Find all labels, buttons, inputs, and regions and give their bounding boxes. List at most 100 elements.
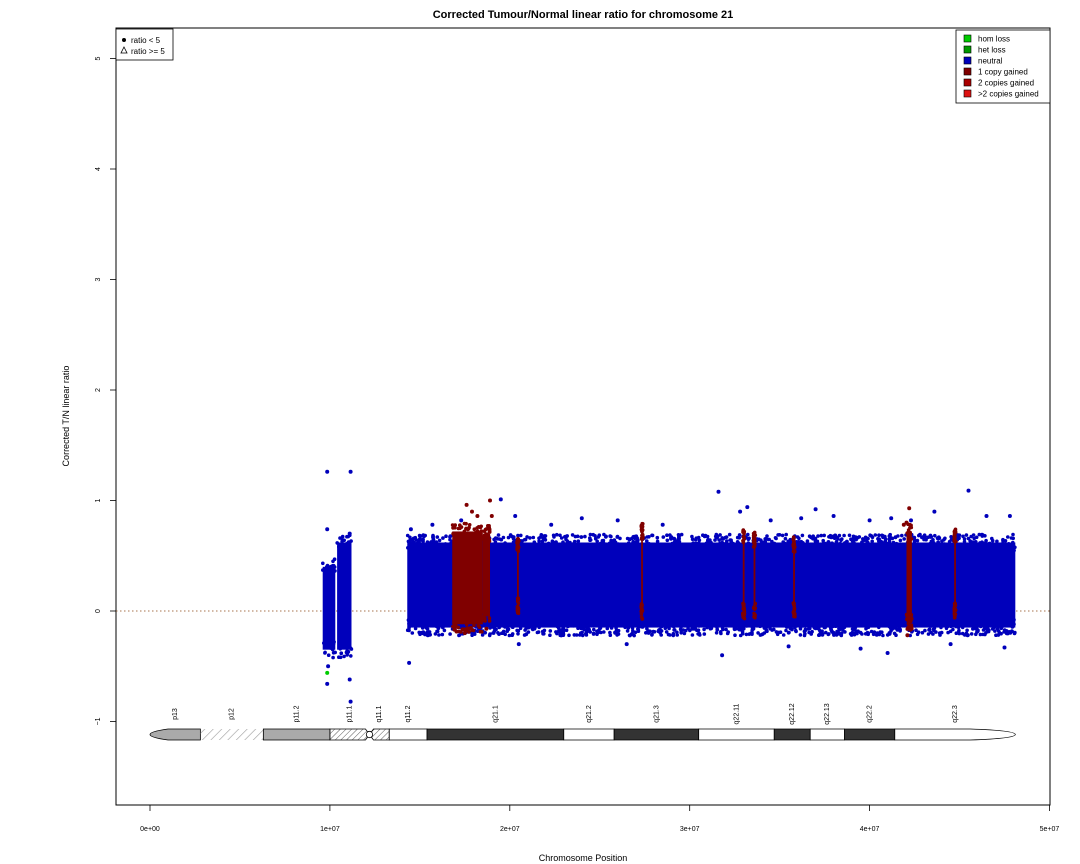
data-point bbox=[692, 544, 697, 549]
data-point bbox=[780, 623, 785, 627]
data-point bbox=[498, 497, 503, 502]
data-point bbox=[738, 509, 743, 514]
data-point bbox=[637, 625, 641, 629]
data-point bbox=[478, 532, 482, 537]
data-point bbox=[806, 627, 811, 631]
data-point bbox=[428, 617, 433, 622]
data-point bbox=[812, 622, 816, 626]
data-point bbox=[898, 538, 903, 543]
data-point bbox=[784, 628, 788, 633]
data-point bbox=[624, 543, 629, 548]
data-point bbox=[919, 547, 923, 552]
data-point bbox=[839, 633, 844, 638]
data-point bbox=[759, 538, 763, 542]
data-point bbox=[946, 548, 950, 553]
data-point bbox=[709, 540, 713, 545]
data-point bbox=[795, 535, 800, 539]
data-point bbox=[570, 533, 575, 537]
data-point bbox=[555, 631, 559, 636]
data-point bbox=[825, 619, 830, 624]
data-point bbox=[798, 626, 803, 631]
data-point bbox=[657, 624, 662, 628]
ideogram-band bbox=[563, 728, 615, 741]
data-point bbox=[996, 633, 1000, 637]
data-point bbox=[735, 546, 739, 551]
data-point bbox=[703, 542, 708, 546]
data-point bbox=[884, 544, 888, 549]
data-point bbox=[893, 535, 898, 539]
dense-region bbox=[742, 535, 745, 611]
data-point bbox=[349, 654, 353, 658]
data-point bbox=[487, 633, 492, 638]
data-point bbox=[346, 543, 350, 547]
data-point bbox=[630, 536, 634, 541]
data-point bbox=[1000, 542, 1004, 546]
x-tick-label: 0e+00 bbox=[140, 826, 160, 833]
data-point bbox=[1010, 625, 1015, 629]
data-point bbox=[735, 544, 740, 548]
data-point bbox=[672, 619, 677, 624]
data-point bbox=[340, 539, 344, 544]
data-point bbox=[830, 547, 834, 551]
data-point bbox=[870, 535, 875, 540]
x-tick-label: 5e+07 bbox=[1040, 826, 1060, 833]
data-point bbox=[442, 628, 447, 633]
data-point bbox=[843, 541, 847, 545]
legend-label: het loss bbox=[978, 46, 1006, 55]
data-point bbox=[464, 502, 469, 507]
data-point bbox=[786, 644, 791, 649]
data-point bbox=[937, 631, 942, 635]
data-point bbox=[572, 539, 577, 544]
data-point bbox=[860, 632, 864, 636]
data-point bbox=[741, 603, 746, 607]
data-point bbox=[873, 621, 878, 626]
data-point bbox=[324, 569, 328, 574]
data-point bbox=[697, 631, 702, 636]
data-point bbox=[679, 542, 683, 547]
data-point bbox=[777, 547, 781, 551]
data-point bbox=[985, 622, 989, 627]
data-point bbox=[957, 533, 962, 537]
data-point bbox=[665, 624, 670, 628]
data-point bbox=[918, 532, 922, 537]
data-point bbox=[961, 545, 965, 550]
band-label: q22.3 bbox=[952, 705, 959, 723]
data-point bbox=[515, 619, 519, 624]
data-point bbox=[690, 633, 695, 637]
data-point bbox=[618, 617, 622, 622]
data-point bbox=[528, 536, 532, 540]
data-point bbox=[516, 548, 520, 552]
y-tick-label: 2 bbox=[95, 388, 102, 392]
data-point bbox=[884, 619, 889, 623]
data-point bbox=[516, 539, 520, 544]
data-point bbox=[728, 547, 732, 551]
data-point bbox=[484, 626, 489, 631]
data-point bbox=[847, 533, 852, 538]
data-point bbox=[663, 626, 668, 631]
data-point bbox=[518, 626, 523, 630]
data-point bbox=[784, 532, 788, 537]
centromere bbox=[365, 730, 374, 739]
data-point bbox=[991, 544, 995, 549]
data-point bbox=[703, 534, 707, 539]
data-point bbox=[521, 543, 526, 548]
data-point bbox=[901, 548, 905, 552]
data-point bbox=[640, 532, 645, 537]
data-point bbox=[349, 539, 353, 543]
data-point bbox=[693, 537, 698, 542]
data-point bbox=[605, 626, 610, 631]
data-point bbox=[746, 541, 751, 545]
data-point bbox=[443, 543, 448, 548]
data-point bbox=[634, 534, 638, 539]
data-point bbox=[510, 622, 515, 626]
data-point bbox=[864, 539, 869, 543]
data-point bbox=[539, 534, 543, 539]
data-point bbox=[503, 632, 508, 637]
data-point bbox=[805, 539, 810, 543]
data-point bbox=[834, 633, 839, 637]
legend-swatch bbox=[963, 56, 972, 65]
data-point bbox=[991, 621, 996, 626]
data-point bbox=[469, 532, 473, 536]
data-point bbox=[745, 546, 750, 550]
data-point bbox=[863, 622, 868, 626]
